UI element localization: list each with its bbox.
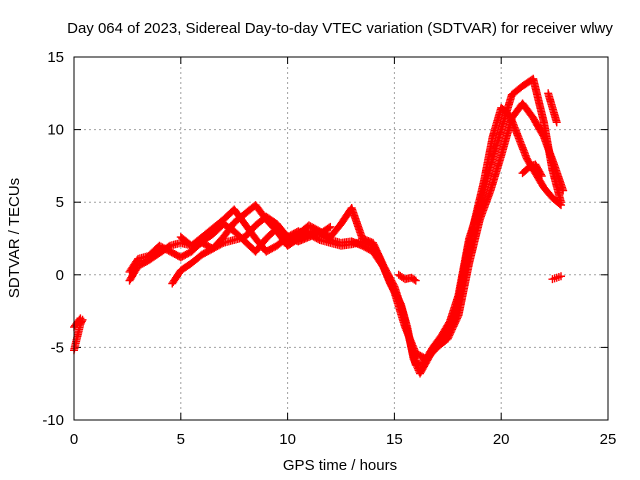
x-axis-label: GPS time / hours bbox=[283, 457, 397, 474]
data-point bbox=[559, 186, 568, 195]
data-points bbox=[70, 74, 568, 378]
series-track-c bbox=[168, 99, 568, 364]
x-tick-label: 10 bbox=[279, 431, 296, 448]
x-tick-label: 0 bbox=[70, 431, 78, 448]
y-tick-label: -5 bbox=[51, 339, 64, 356]
y-tick-label: 10 bbox=[47, 122, 64, 139]
y-tick-label: 15 bbox=[47, 49, 64, 66]
plot-frame bbox=[73, 56, 609, 421]
series-late-segment-b bbox=[544, 89, 561, 127]
series-late-segment-d bbox=[394, 270, 420, 285]
data-point bbox=[76, 314, 85, 323]
x-tick-label: 5 bbox=[177, 431, 185, 448]
x-tick-label: 25 bbox=[600, 431, 617, 448]
y-tick-labels: -10 -5 0 5 10 15 bbox=[42, 49, 64, 429]
y-tick-label: 0 bbox=[56, 267, 64, 284]
x-tick-label: 15 bbox=[386, 431, 403, 448]
x-tick-label: 20 bbox=[493, 431, 510, 448]
data-point-interp bbox=[536, 170, 545, 179]
data-point bbox=[537, 172, 546, 181]
series-late-segment-a bbox=[518, 160, 546, 181]
series-late-segment-c bbox=[548, 272, 566, 284]
y-tick-label: 5 bbox=[56, 194, 64, 211]
x-tick-labels: 0 5 10 15 20 25 bbox=[70, 431, 617, 448]
chart-title: Day 064 of 2023, Sidereal Day-to-day VTE… bbox=[67, 20, 613, 37]
data-point bbox=[326, 222, 335, 231]
data-point bbox=[557, 272, 566, 281]
data-point bbox=[411, 276, 420, 285]
series-track-d bbox=[176, 201, 335, 253]
data-point-interp bbox=[324, 223, 333, 232]
data-point bbox=[552, 118, 561, 127]
y-tick-label: -10 bbox=[42, 412, 64, 429]
y-axis-label: SDTVAR / TECUs bbox=[6, 178, 23, 298]
series-early-segment-b bbox=[70, 314, 85, 332]
data-point bbox=[557, 198, 566, 207]
data-point-interp bbox=[410, 275, 419, 284]
data-point-interp bbox=[75, 315, 84, 324]
